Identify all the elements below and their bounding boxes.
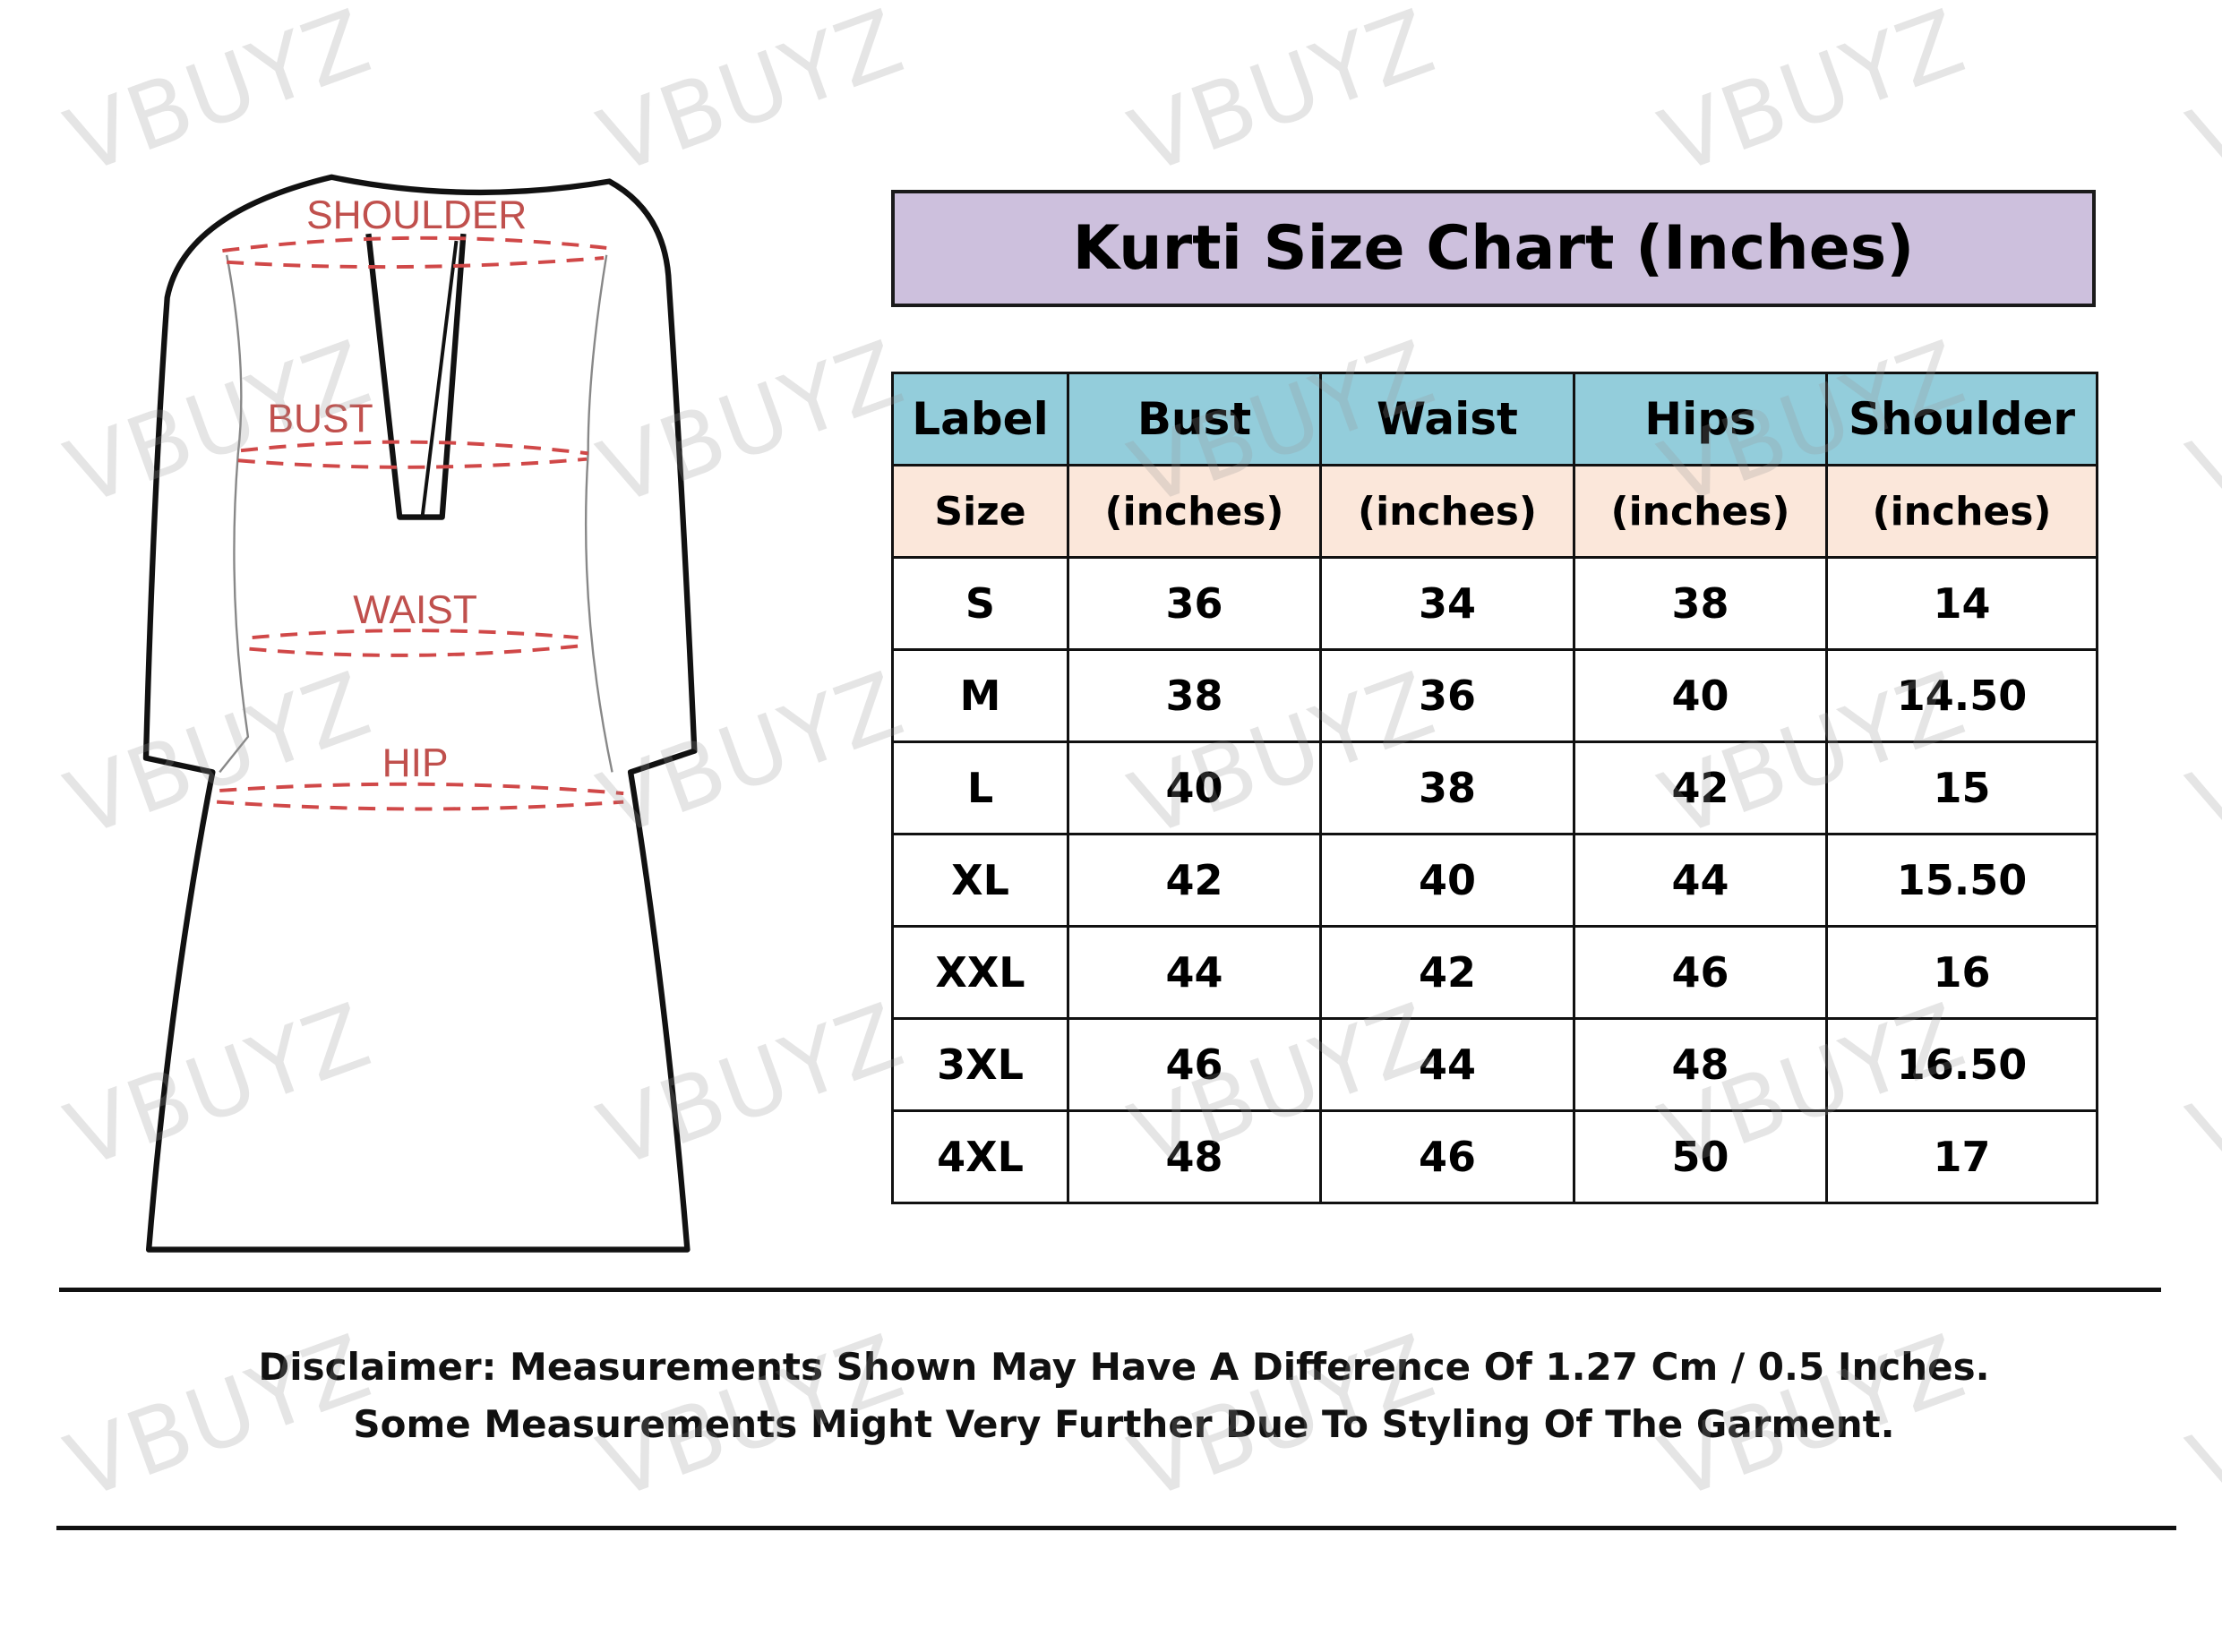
value-cell: 14.50 (1825, 648, 2098, 743)
value-cell: 36 (1067, 556, 1322, 651)
unit-hips: (inches) (1573, 464, 1828, 559)
measure-lines (216, 235, 624, 811)
header-row: Label Bust Waist Hips Shoulder (891, 372, 2098, 466)
header-waist: Waist (1319, 372, 1575, 466)
divider-top (59, 1288, 2161, 1292)
value-cell: 38 (1067, 648, 1322, 743)
units-row: Size (inches) (inches) (inches) (inches) (891, 464, 2098, 559)
value-cell: 40 (1319, 833, 1575, 928)
size-cell: XXL (891, 925, 1069, 1020)
value-cell: 36 (1319, 648, 1575, 743)
unit-size: Size (891, 464, 1069, 559)
table-row: L 40 38 42 15 (891, 740, 2098, 835)
value-cell: 46 (1067, 1017, 1322, 1112)
value-cell: 46 (1319, 1109, 1575, 1204)
chart-title: Kurti Size Chart (Inches) (891, 190, 2096, 307)
header-label: Label (891, 372, 1069, 466)
value-cell: 40 (1067, 740, 1322, 835)
value-cell: 48 (1067, 1109, 1322, 1204)
value-cell: 38 (1319, 740, 1575, 835)
divider-bottom (56, 1526, 2176, 1530)
value-cell: 42 (1067, 833, 1322, 928)
size-cell: XL (891, 833, 1069, 928)
shoulder-label: SHOULDER (306, 193, 527, 237)
value-cell: 40 (1573, 648, 1828, 743)
value-cell: 14 (1825, 556, 2098, 651)
value-cell: 42 (1573, 740, 1828, 835)
table-row: S 36 34 38 14 (891, 556, 2098, 651)
table-row: XXL 44 42 46 16 (891, 925, 2098, 1020)
value-cell: 46 (1573, 925, 1828, 1020)
hip-label: HIP (382, 741, 449, 785)
value-cell: 15.50 (1825, 833, 2098, 928)
value-cell: 42 (1319, 925, 1575, 1020)
size-cell: L (891, 740, 1069, 835)
kurti-outline (142, 174, 698, 1253)
header-shoulder: Shoulder (1825, 372, 2098, 466)
value-cell: 44 (1067, 925, 1322, 1020)
table-row: M 38 36 40 14.50 (891, 648, 2098, 743)
size-cell: 4XL (891, 1109, 1069, 1204)
size-table: Label Bust Waist Hips Shoulder Size (inc… (891, 372, 2098, 1204)
header-hips: Hips (1573, 372, 1828, 466)
bust-label: BUST (268, 398, 373, 441)
value-cell: 44 (1573, 833, 1828, 928)
value-cell: 50 (1573, 1109, 1828, 1204)
unit-shoulder: (inches) (1825, 464, 2098, 559)
header-bust: Bust (1067, 372, 1322, 466)
seam-lines (219, 254, 613, 774)
unit-waist: (inches) (1319, 464, 1575, 559)
table-row: 3XL 46 44 48 16.50 (891, 1017, 2098, 1112)
size-cell: 3XL (891, 1017, 1069, 1112)
value-cell: 15 (1825, 740, 2098, 835)
value-cell: 17 (1825, 1109, 2098, 1204)
waist-label: WAIST (353, 588, 477, 632)
value-cell: 44 (1319, 1017, 1575, 1112)
unit-bust: (inches) (1067, 464, 1322, 559)
value-cell: 16.50 (1825, 1017, 2098, 1112)
disclaimer-line-2: Some Measurements Might Very Further Due… (353, 1402, 1895, 1446)
value-cell: 34 (1319, 556, 1575, 651)
size-cell: M (891, 648, 1069, 743)
size-cell: S (891, 556, 1069, 651)
disclaimer-line-1: Disclaimer: Measurements Shown May Have … (258, 1345, 1990, 1389)
value-cell: 48 (1573, 1017, 1828, 1112)
value-cell: 38 (1573, 556, 1828, 651)
table-row: 4XL 48 46 50 17 (891, 1109, 2098, 1204)
table-row: XL 42 40 44 15.50 (891, 833, 2098, 928)
value-cell: 16 (1825, 925, 2098, 1020)
